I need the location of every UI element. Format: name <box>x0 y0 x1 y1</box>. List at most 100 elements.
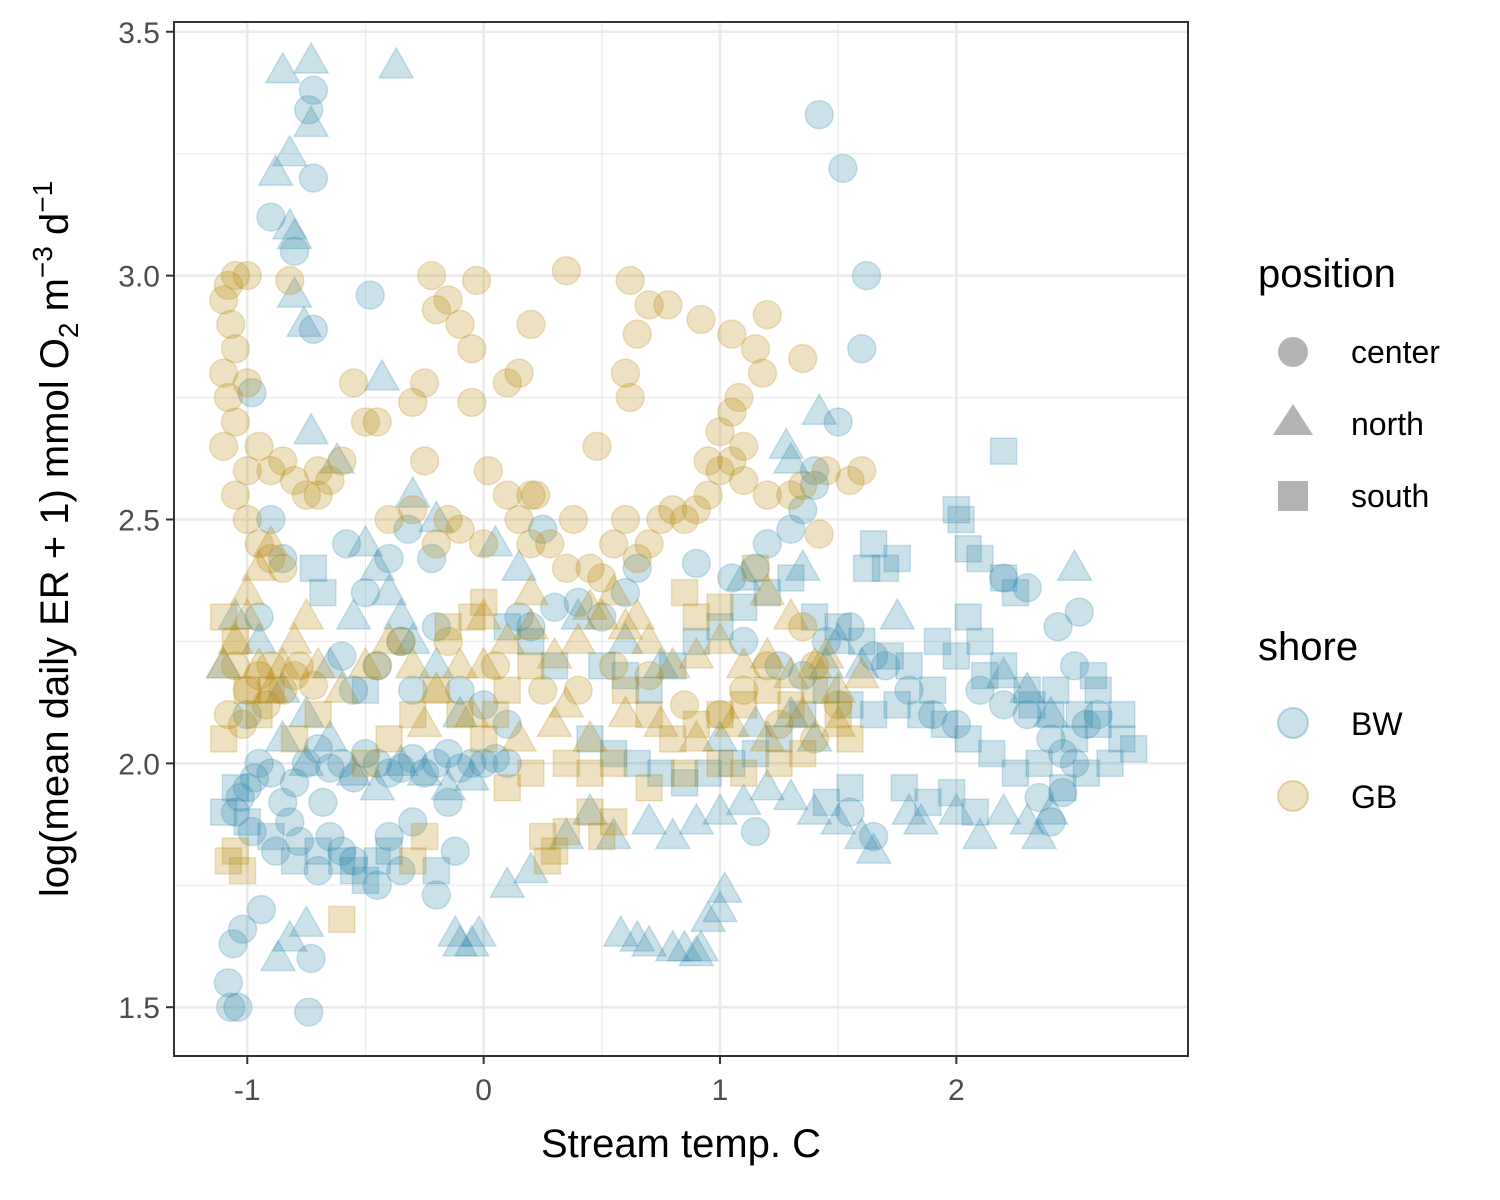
point-bw-south <box>859 530 888 558</box>
point-gb-center <box>657 494 688 525</box>
point-bw-south <box>611 661 640 690</box>
point-bw-north <box>890 792 928 825</box>
point-bw-center <box>445 675 475 705</box>
point-gb-center <box>473 455 504 486</box>
point-gb-south <box>517 652 545 680</box>
point-bw-south <box>576 725 604 753</box>
point-gb-south <box>588 822 616 851</box>
point-bw-south <box>937 778 966 807</box>
point-bw-south <box>1108 725 1136 753</box>
point-bw-south <box>623 749 652 778</box>
point-bw-south <box>883 691 912 719</box>
point-gb-center <box>362 651 393 681</box>
point-gb-south <box>422 676 451 704</box>
point-bw-north <box>394 621 432 655</box>
point-bw-center <box>740 816 771 847</box>
point-gb-north <box>240 646 278 679</box>
point-bw-center <box>227 914 258 944</box>
point-gb-center <box>397 494 428 525</box>
point-gb-south <box>635 700 663 729</box>
point-gb-north <box>299 646 337 679</box>
x-axis-ticks <box>246 1056 958 1064</box>
point-bw-center <box>717 563 747 593</box>
point-gb-center <box>787 612 818 642</box>
point-gb-center <box>303 480 333 510</box>
point-bw-north <box>264 51 302 84</box>
point-gb-center <box>244 431 274 462</box>
point-bw-south <box>989 437 1018 465</box>
point-bw-center <box>393 514 423 544</box>
legend-key-south-square <box>1278 481 1308 511</box>
point-gb-south <box>533 847 562 875</box>
point-bw-south <box>753 578 782 607</box>
legend-shore-title: shore <box>1258 625 1358 669</box>
point-gb-center <box>213 270 244 301</box>
point-gb-center <box>220 407 251 437</box>
point-bw-south <box>328 847 356 875</box>
point-gb-north <box>205 646 242 679</box>
point-gb-north <box>618 597 656 630</box>
point-bw-center <box>811 626 842 657</box>
point-gb-south <box>280 725 309 753</box>
point-bw-south <box>966 627 994 656</box>
point-gb-center <box>409 446 440 476</box>
point-bw-north <box>666 929 703 962</box>
point-gb-south <box>552 817 581 846</box>
point-gb-center <box>327 446 357 476</box>
point-gb-south <box>670 759 699 787</box>
point-gb-center <box>267 675 298 705</box>
point-bw-center <box>308 787 338 818</box>
point-bw-north <box>843 646 881 679</box>
point-bw-center <box>267 787 298 818</box>
point-gb-south <box>517 759 545 787</box>
point-bw-center <box>504 602 534 632</box>
point-bw-center <box>728 626 759 657</box>
point-gb-center <box>776 480 806 510</box>
point-bw-north <box>748 768 786 801</box>
point-gb-center <box>717 397 747 427</box>
point-bw-center <box>847 334 877 364</box>
point-bw-north <box>985 656 1022 689</box>
legend-position: position center north south <box>1258 252 1440 514</box>
legend-shore: shore BW GB <box>1258 625 1403 815</box>
point-gb-center <box>232 260 263 291</box>
legend-position-title: position <box>1258 252 1396 296</box>
point-bw-south <box>1001 578 1030 607</box>
y-tick-label: 3.0 <box>118 261 160 294</box>
point-bw-center <box>220 797 251 827</box>
point-gb-north <box>217 621 254 655</box>
point-gb-south <box>493 773 522 802</box>
point-bw-north <box>500 548 538 582</box>
point-bw-north <box>453 758 491 791</box>
point-bw-north <box>737 704 774 738</box>
point-bw-center <box>256 202 286 232</box>
point-gb-north <box>488 621 526 655</box>
point-bw-north <box>772 777 810 811</box>
point-gb-center <box>823 690 853 720</box>
point-gb-center <box>728 465 759 496</box>
point-gb-north <box>748 573 786 606</box>
point-bw-south <box>871 554 900 583</box>
point-bw-center <box>1036 724 1066 754</box>
point-gb-center <box>492 480 523 510</box>
plot-panel-border <box>173 21 1189 1057</box>
point-gb-north <box>441 646 479 679</box>
minor-gridlines <box>174 22 1188 1056</box>
point-gb-center <box>799 651 830 681</box>
point-gb-north <box>843 656 881 689</box>
point-gb-center <box>724 382 754 413</box>
point-bw-north <box>571 792 609 825</box>
point-gb-center <box>752 651 783 681</box>
point-gb-center <box>386 626 416 657</box>
point-bw-south <box>741 739 770 768</box>
point-bw-center <box>327 836 357 866</box>
point-bw-north <box>701 890 739 923</box>
point-bw-north <box>689 899 727 933</box>
point-gb-south <box>398 847 427 875</box>
point-bw-north <box>335 753 372 786</box>
point-gb-south <box>765 749 793 778</box>
point-gb-center <box>208 285 239 315</box>
point-gb-south <box>351 749 380 778</box>
legend-label-gb: GB <box>1351 779 1397 815</box>
